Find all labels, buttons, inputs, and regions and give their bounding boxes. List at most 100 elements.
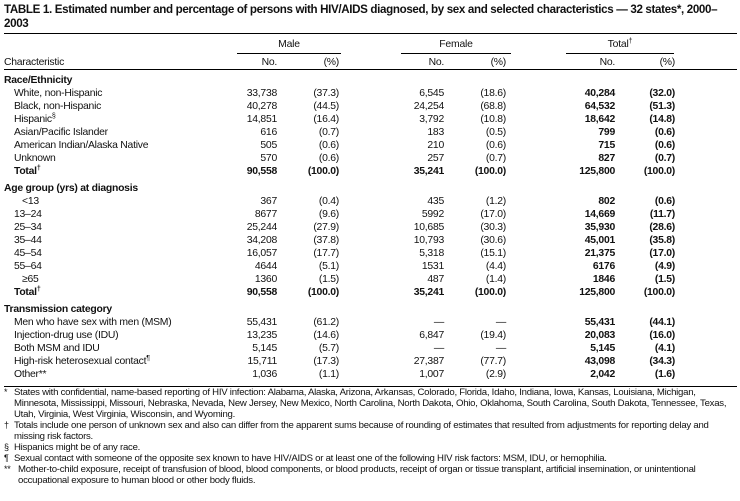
row-label-text: Black, non-Hispanic	[14, 101, 102, 112]
cell-male-pct: (100.0)	[307, 166, 339, 177]
column-header-total-no: No.	[599, 57, 616, 68]
footnote-mark: §	[51, 113, 56, 120]
cell-male-pct: (1.5)	[318, 274, 339, 285]
row-label: Asian/Pacific Islander	[4, 126, 234, 139]
table-title: TABLE 1. Estimated number and percentage…	[4, 3, 718, 30]
row-label: 13–24	[4, 208, 234, 221]
cell-male-pct: (37.8)	[313, 235, 339, 246]
cell-total-no: 35,930	[584, 222, 616, 233]
cell-female-pct: (15.1)	[480, 248, 506, 259]
table-row: 13–24 8677 (9.6) 5992 (17.0) 14,669 (11.7)	[4, 208, 678, 221]
cell-female-no: 1,007	[419, 369, 444, 380]
cell-female-no: 6,545	[419, 88, 444, 99]
cell-total-pct: (0.6)	[654, 196, 675, 207]
row-label: White, non-Hispanic	[4, 87, 234, 100]
cell-female-no: 3,792	[419, 114, 444, 125]
cell-total-no: 43,098	[584, 356, 616, 367]
footnote-mark: ¶	[4, 453, 9, 463]
cell-total-pct: (11.7)	[649, 209, 675, 220]
section-heading-row: Transmission category	[4, 299, 678, 316]
cell-female-no: 435	[427, 196, 444, 207]
cell-male-no: 90,558	[246, 166, 278, 177]
cell-male-pct: (44.5)	[313, 101, 339, 112]
cell-female-no: —	[433, 317, 444, 328]
cell-male-no: 13,235	[246, 330, 278, 341]
cell-female-no: 5,318	[419, 248, 444, 259]
row-label-text: Asian/Pacific Islander	[14, 127, 108, 138]
row-label-text: 35–44	[14, 235, 42, 246]
group-underline-female	[401, 53, 511, 54]
cell-male-no: 90,558	[246, 287, 278, 298]
section-heading-row: Race/Ethnicity	[4, 70, 678, 87]
cell-male-pct: (0.6)	[318, 140, 339, 151]
table-row: Other** 1,036 (1.1) 1,007 (2.9) 2,042 (1.6)	[4, 368, 678, 381]
footnote: ** Mother-to-child exposure, receipt of t…	[4, 464, 738, 486]
cell-female-pct: (68.8)	[480, 101, 506, 112]
cell-total-pct: (1.6)	[654, 369, 675, 380]
cell-total-no: 20,083	[584, 330, 616, 341]
footnote: ¶ Sexual contact with someone of the oppo…	[4, 453, 738, 464]
row-label-text: 45–54	[14, 248, 42, 259]
column-header-total-pct: (%)	[659, 57, 676, 68]
cell-male-no: 15,711	[247, 356, 277, 367]
cell-male-pct: (17.3)	[313, 356, 339, 367]
table-row: ≥65 1360 (1.5) 487 (1.4) 1846 (1.5)	[4, 273, 678, 286]
group-header-female: Female	[439, 39, 473, 50]
cell-female-no: 183	[427, 127, 444, 138]
cell-total-pct: (4.9)	[654, 261, 675, 272]
cell-total-pct: (16.0)	[649, 330, 675, 341]
row-label-text: Unknown	[14, 153, 56, 164]
cell-male-pct: (37.3)	[313, 88, 339, 99]
footnote-mark: †	[36, 165, 41, 172]
cell-female-no: 35,241	[413, 166, 445, 177]
cell-male-no: 40,278	[246, 101, 278, 112]
table-row: White, non-Hispanic 33,738 (37.3) 6,545 (18.…	[4, 87, 678, 100]
row-label: 55–64	[4, 260, 234, 273]
cell-female-no: 257	[427, 153, 444, 164]
row-label: ≥65	[4, 273, 234, 286]
row-label-text: American Indian/Alaska Native	[14, 140, 149, 151]
cell-total-pct: (0.6)	[654, 127, 675, 138]
cell-total-no: 125,800	[579, 166, 615, 177]
cell-male-pct: (61.2)	[313, 317, 339, 328]
row-label-text: Hispanic	[14, 114, 52, 125]
cell-male-no: 55,431	[246, 317, 278, 328]
row-label-text: Other**	[14, 369, 47, 380]
column-header-female-pct: (%)	[490, 57, 507, 68]
row-label: 45–54	[4, 247, 234, 260]
row-label: High-risk heterosexual contact¶	[4, 355, 234, 368]
cell-female-no: 24,254	[413, 101, 445, 112]
cell-male-no: 33,738	[246, 88, 278, 99]
dagger-mark: †	[628, 38, 633, 45]
cell-total-no: 827	[598, 153, 615, 164]
cell-total-pct: (0.7)	[654, 153, 675, 164]
footnote-mark: *	[4, 387, 8, 397]
cell-female-pct: (0.5)	[485, 127, 506, 138]
footnote-text: Mother-to-child exposure, receipt of tra…	[18, 464, 696, 486]
cell-total-no: 125,800	[579, 287, 615, 298]
top-rule	[4, 33, 737, 34]
cell-total-pct: (0.6)	[654, 140, 675, 151]
row-label: 25–34	[4, 221, 234, 234]
data-table: Characteristic No. (%) No. (%) No. (%) R…	[4, 55, 678, 381]
row-label: Injection-drug use (IDU)	[4, 329, 234, 342]
table-row: 45–54 16,057 (17.7) 5,318 (15.1) 21,375 (17.0)	[4, 247, 678, 260]
cell-total-no: 2,042	[590, 369, 615, 380]
footnote-mark: †	[36, 286, 41, 293]
footnote-mark: †	[4, 420, 9, 430]
cell-total-pct: (100.0)	[643, 287, 675, 298]
row-label: American Indian/Alaska Native	[4, 139, 234, 152]
cell-male-pct: (27.9)	[313, 222, 339, 233]
cell-male-no: 8677	[254, 209, 277, 220]
cell-female-no: 10,793	[413, 235, 445, 246]
footnote: * States with confidential, name-based re…	[4, 387, 738, 420]
table-row: 25–34 25,244 (27.9) 10,685 (30.3) 35,930 (28.6…	[4, 221, 678, 234]
cell-male-no: 570	[260, 153, 277, 164]
cell-total-pct: (34.3)	[649, 356, 675, 367]
row-label: Total†	[4, 286, 234, 299]
cell-total-no: 802	[598, 196, 615, 207]
group-header-male: Male	[278, 39, 300, 50]
cell-total-pct: (32.0)	[649, 88, 675, 99]
cell-total-no: 64,532	[584, 101, 616, 112]
group-underline-male	[237, 53, 341, 54]
